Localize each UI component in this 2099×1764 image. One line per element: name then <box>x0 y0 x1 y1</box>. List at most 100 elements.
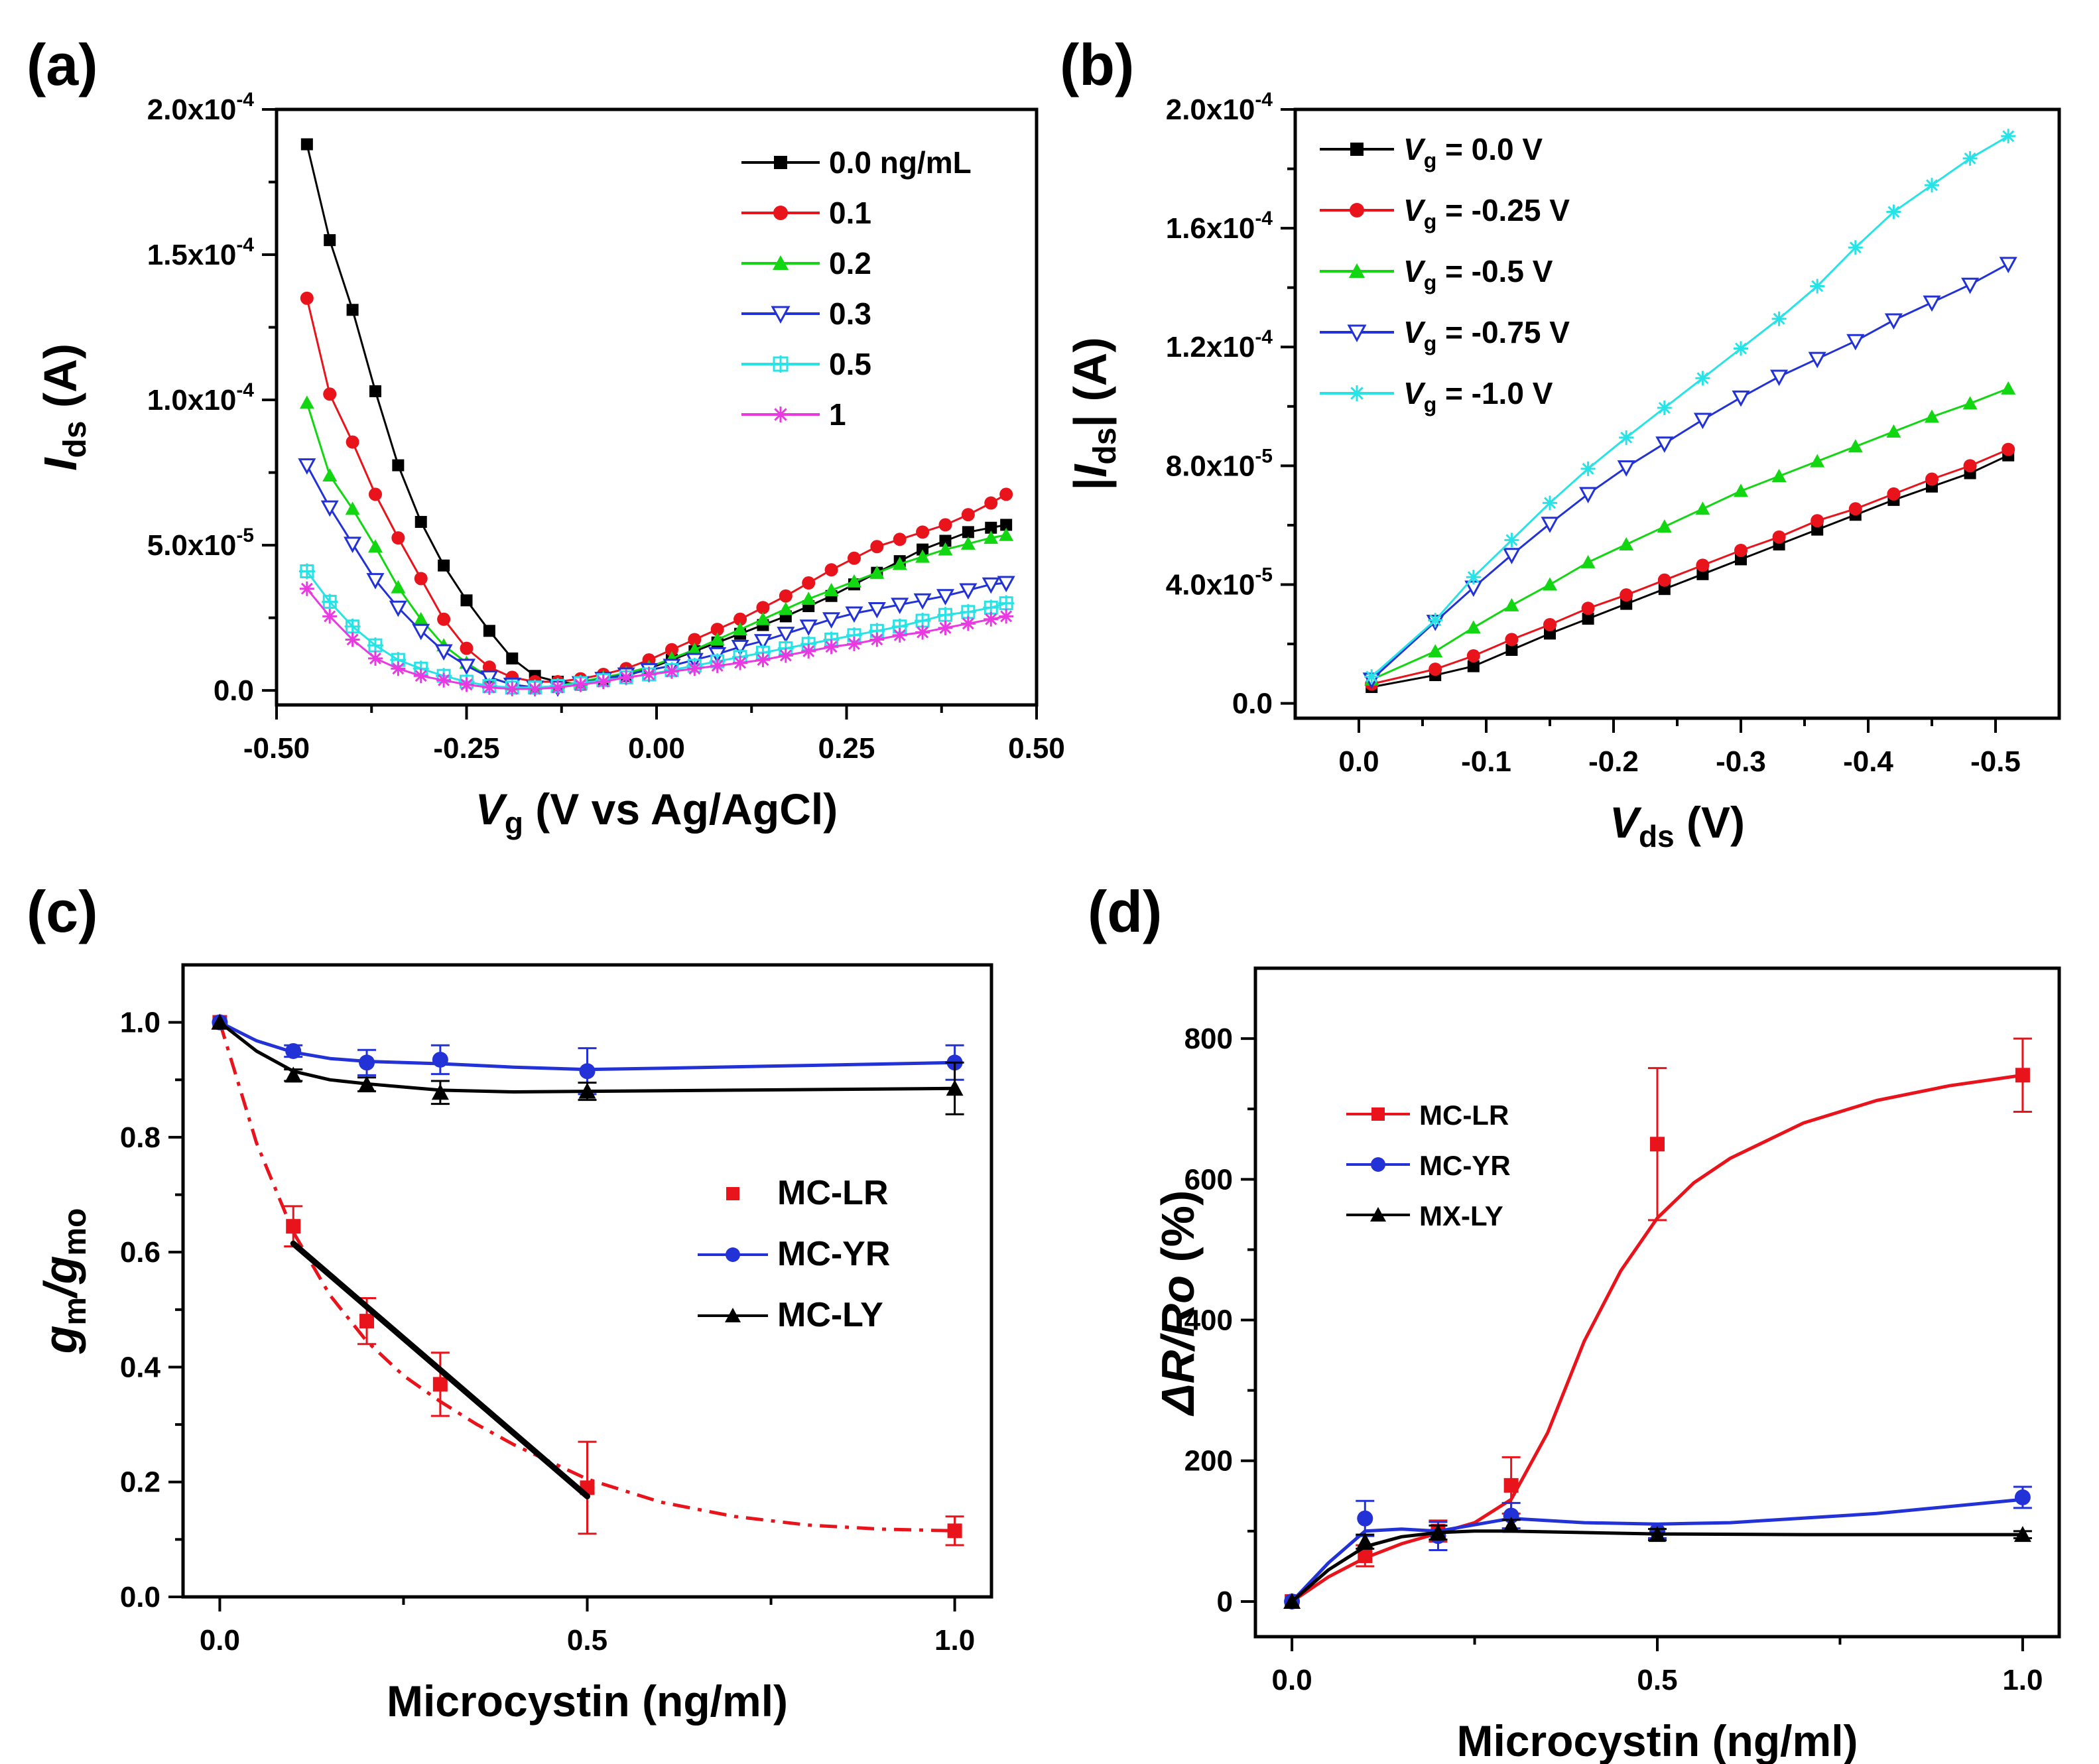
data-point <box>359 1054 375 1071</box>
data-point-cross <box>367 637 383 654</box>
data-point <box>389 600 407 617</box>
data-point <box>845 606 863 623</box>
y-tick-mantissa: 5.0x10 <box>147 529 237 562</box>
data-point <box>687 642 702 656</box>
y-axis-var: I <box>1064 464 1116 477</box>
data-point <box>1696 568 1709 580</box>
data-point <box>710 632 725 646</box>
data-point <box>1428 613 1443 628</box>
legend-marker <box>1371 1157 1385 1172</box>
y-tick-label: 400 <box>1184 1304 1233 1337</box>
panel-label: (a) <box>27 32 98 97</box>
linear-fit-line <box>290 1240 590 1499</box>
data-point <box>755 611 771 625</box>
series-2 <box>1364 381 2016 686</box>
data-point <box>432 1051 448 1068</box>
legend-text: 0.0 ng/mL <box>829 145 972 180</box>
data-point <box>1505 633 1519 647</box>
series-line <box>306 570 1007 689</box>
data-point <box>824 639 839 655</box>
y-tick-exponent: -4 <box>236 379 254 401</box>
series-2 <box>1283 1517 2032 1609</box>
x-axis-unit: (V) <box>1675 798 1745 847</box>
data-point <box>2013 1526 2031 1543</box>
data-point <box>550 680 566 695</box>
data-point-cross <box>298 563 315 580</box>
legend-item: Vg = -0.5 V <box>1320 254 1553 294</box>
y-tick-exponent: -4 <box>236 89 254 111</box>
y-axis-mid: /g <box>34 1256 86 1299</box>
data-point <box>999 609 1014 624</box>
data-point <box>915 625 930 640</box>
panel-b: (b)0.0 -0.1 -0.2 -0.3 -0.4 -0.50.04.0x10-58.0… <box>1060 32 2061 853</box>
data-point <box>892 627 907 643</box>
panel-label: (d) <box>1088 879 1162 944</box>
legend-item: 0.3 <box>741 296 871 331</box>
series-4 <box>1364 129 2016 684</box>
data-point <box>392 459 405 472</box>
data-point <box>1695 371 1710 386</box>
legend-label: 0.0 ng/mL <box>829 145 972 180</box>
legend-var-sub: g <box>1424 393 1437 416</box>
y-axis-sub2: mo <box>58 1208 93 1256</box>
data-point <box>1544 627 1556 640</box>
legend-marker <box>772 355 789 373</box>
data-point <box>1620 588 1633 602</box>
y-axis-label: ΔR/Ro (%) <box>1152 1190 1204 1417</box>
legend-marker <box>773 206 788 220</box>
data-point <box>985 521 997 534</box>
data-point <box>869 632 885 647</box>
y-tick-label: 8.0x10-5 <box>1166 445 1273 482</box>
data-point <box>437 612 451 626</box>
data-point <box>1735 553 1747 566</box>
data-point <box>367 651 383 666</box>
data-point <box>1961 277 1980 294</box>
data-point <box>1649 1526 1666 1543</box>
legend-item: Vg = -1.0 V <box>1320 376 1553 416</box>
data-point <box>527 681 542 696</box>
data-point <box>359 1314 375 1329</box>
data-point <box>892 556 907 570</box>
data-point <box>619 670 634 685</box>
legend-marker <box>1347 324 1367 343</box>
data-point <box>300 138 313 151</box>
y-tick-label: 1.0x10-4 <box>147 379 255 416</box>
data-point <box>1504 533 1519 548</box>
legend-text: 1 <box>829 397 846 432</box>
data-point <box>1505 644 1518 657</box>
plot-area <box>211 1013 964 1546</box>
data-point <box>1848 502 1862 516</box>
y-tick-exponent: -5 <box>236 525 254 546</box>
x-tick-label: 1.0 <box>934 1624 975 1657</box>
data-point <box>1925 178 1939 193</box>
data-point <box>457 659 476 675</box>
data-point <box>1732 390 1750 407</box>
data-point <box>1771 311 1787 326</box>
y-tick-mantissa: 0.0 <box>1232 688 1273 720</box>
y-axis-label: Ids (A) <box>34 344 93 471</box>
x-axis-label-text: Microcystin (ng/ml) <box>387 1676 788 1726</box>
data-point <box>2002 442 2015 456</box>
data-point <box>960 536 976 550</box>
data-point <box>731 639 749 657</box>
y-axis-sub: m <box>58 1297 93 1326</box>
y-axis-label: gm/gmo <box>34 1208 93 1355</box>
x-axis-var: V <box>476 785 508 834</box>
data-point <box>459 677 474 692</box>
series-fit-curve <box>218 1021 955 1094</box>
data-point-cross <box>998 595 1015 611</box>
data-point <box>344 536 362 553</box>
data-point <box>414 516 427 529</box>
data-point <box>1000 519 1013 531</box>
data-point <box>1771 469 1787 483</box>
data-point <box>298 458 316 475</box>
legend-text: MC-LR <box>1419 1100 1509 1131</box>
plot-area <box>1362 129 2017 693</box>
legend-item: MC-LY <box>698 1296 883 1334</box>
legend-item: MC-LR <box>1346 1100 1509 1131</box>
data-point <box>1886 424 1901 438</box>
x-tick-label: 0.0 <box>1338 745 1379 778</box>
y-tick-mantissa: 2.0x10 <box>1166 94 1255 126</box>
x-tick-label: 0.00 <box>628 732 685 765</box>
